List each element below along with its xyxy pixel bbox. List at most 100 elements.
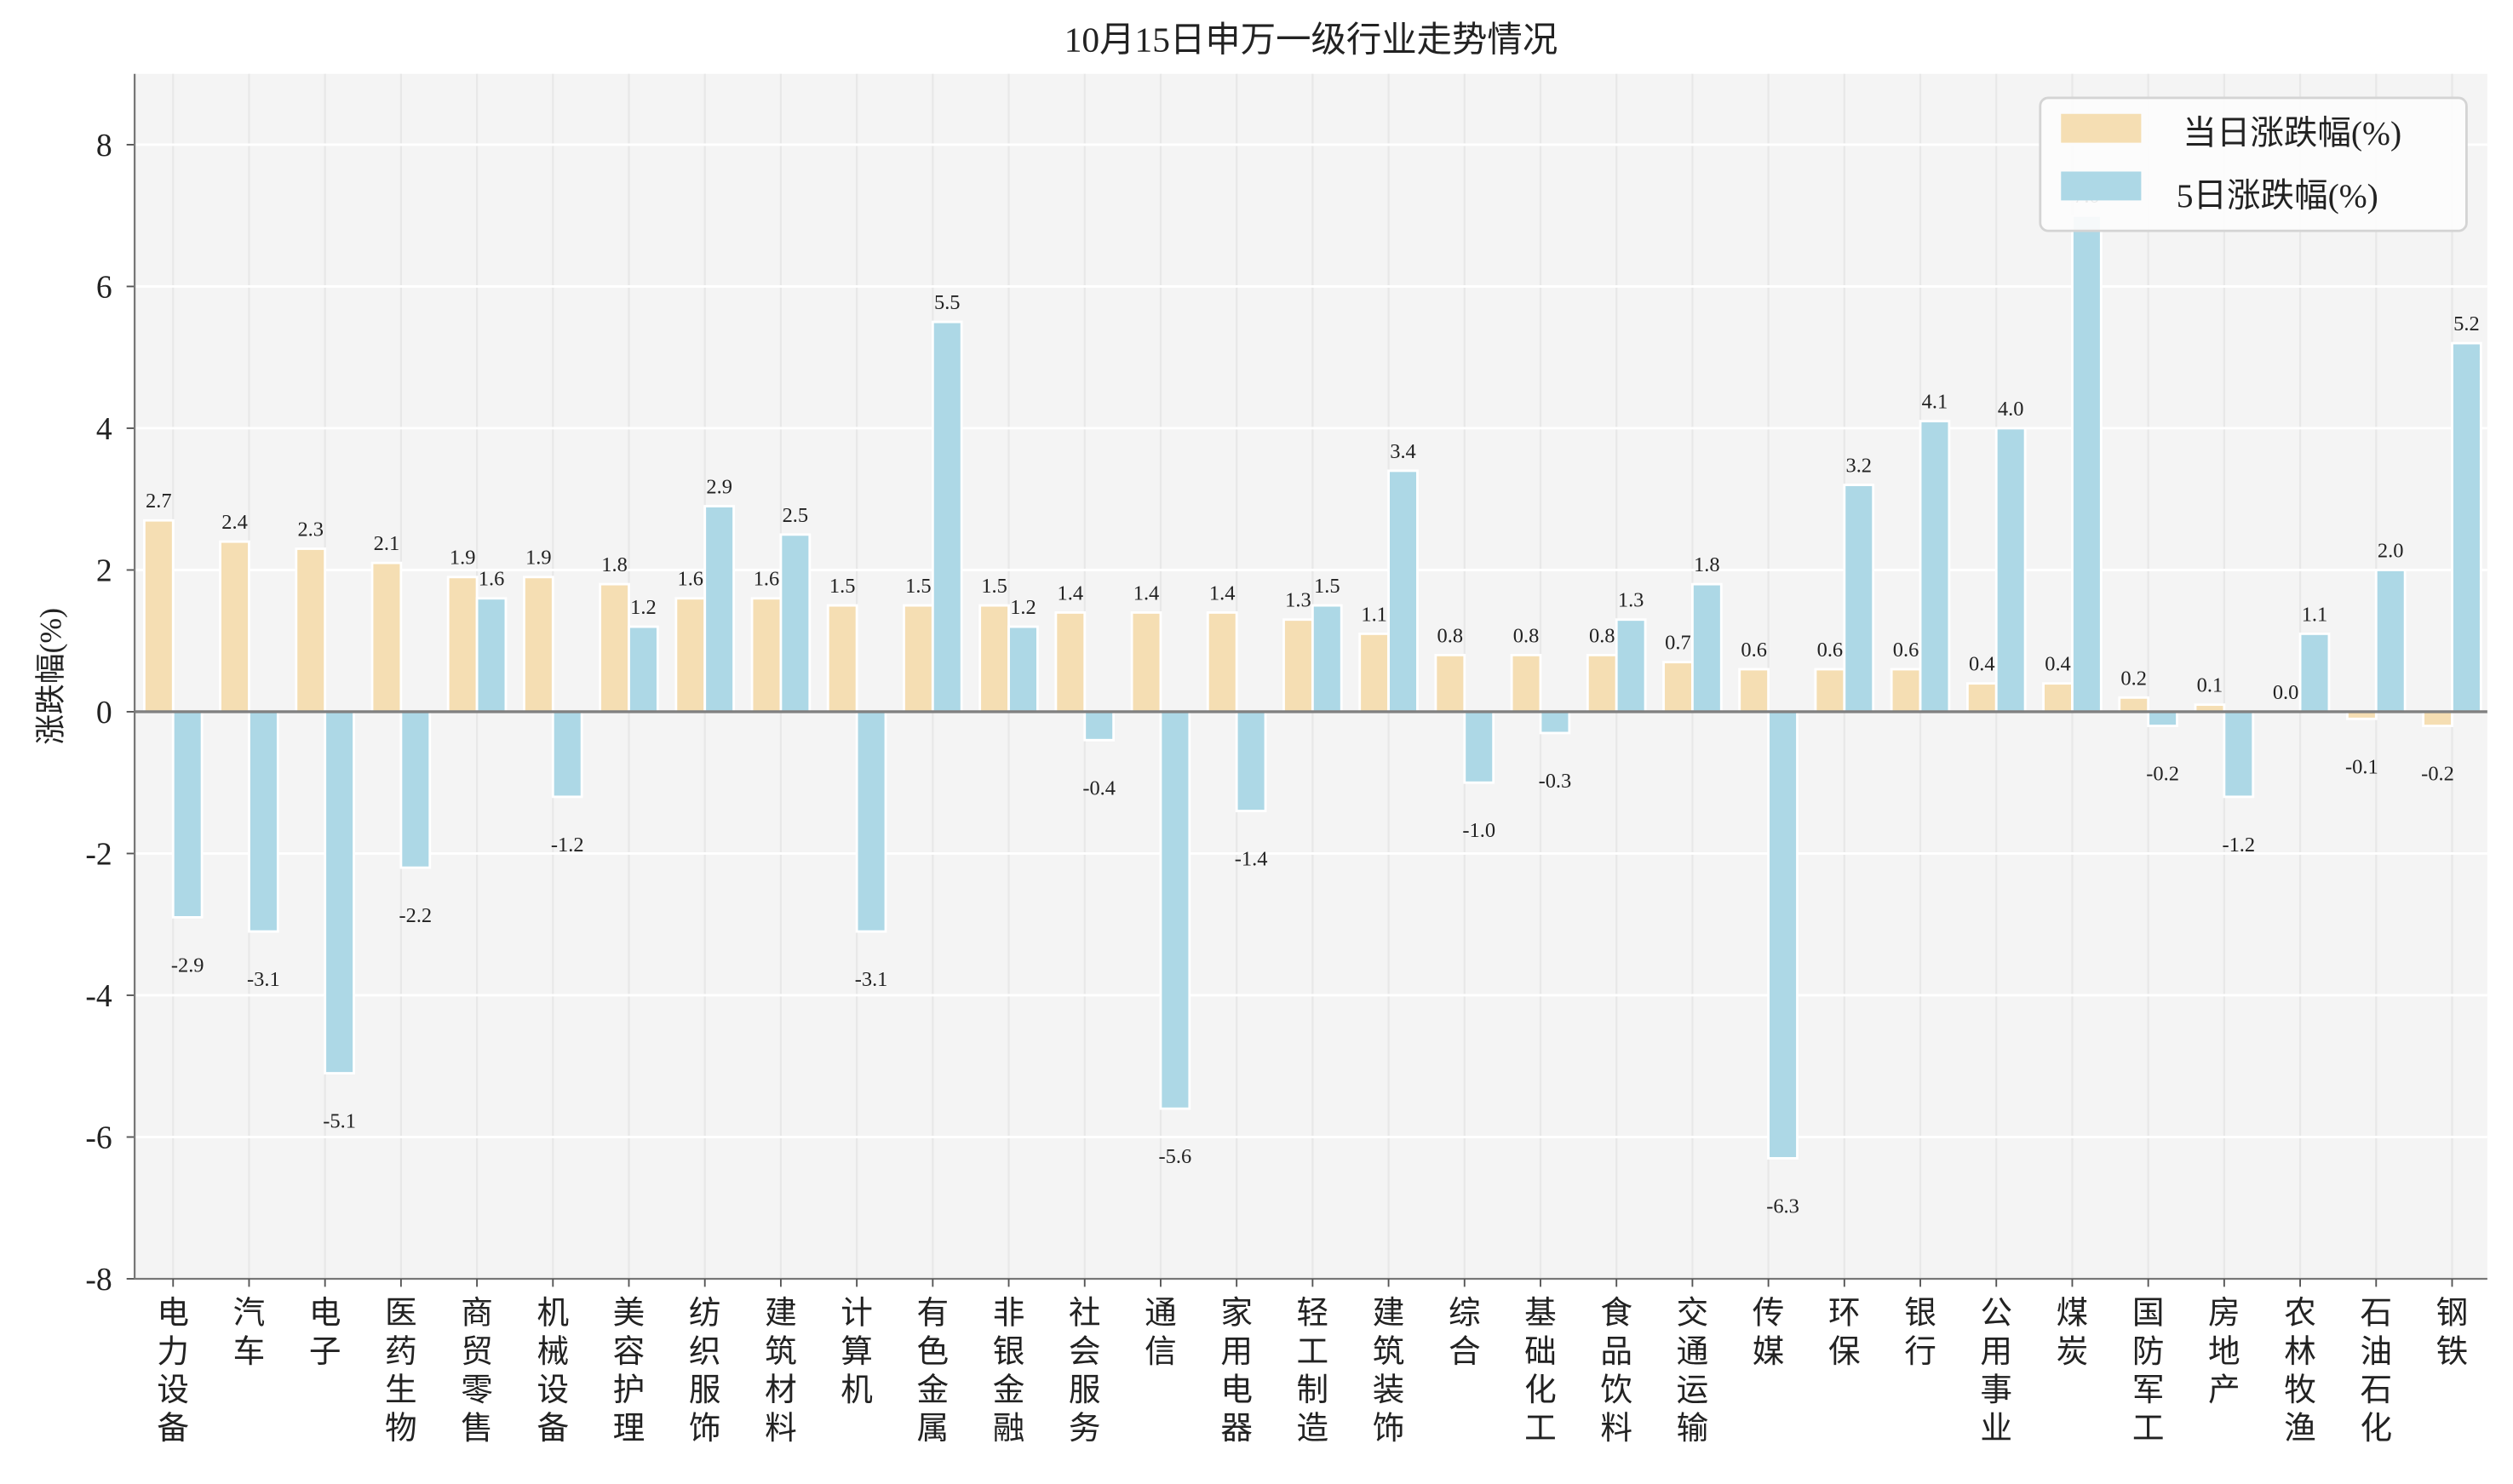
bar-5day [1007, 625, 1039, 713]
bar-5day [1843, 484, 1875, 713]
bar-daily [370, 561, 403, 713]
bar-5day [855, 710, 887, 933]
bar-daily [446, 576, 479, 713]
data-label-5day: 1.8 [1694, 553, 1720, 576]
data-label-5day: -2.2 [399, 904, 432, 927]
bar-5day [1463, 710, 1495, 784]
data-label-daily: 1.6 [677, 568, 703, 591]
data-label-daily: -0.1 [2345, 755, 2378, 778]
data-label-daily: 0.1 [2197, 674, 2223, 697]
legend: 当日涨跌幅(%) 5日涨跌幅(%) [2039, 96, 2468, 232]
data-label-5day: 2.5 [783, 504, 809, 527]
x-tick-label: 计算机 [841, 1296, 873, 1408]
x-tick-label: 电子 [309, 1296, 341, 1370]
data-label-daily: 0.8 [1513, 624, 1540, 647]
data-label-daily: 0.0 [2273, 681, 2299, 704]
data-label-daily: 2.4 [221, 511, 248, 534]
bar-daily [523, 576, 554, 713]
x-tick-label: 公用事业 [1980, 1296, 2012, 1447]
x-tick-label: 基础化工 [1524, 1296, 1557, 1447]
legend-box [2039, 96, 2468, 232]
data-label-5day: -0.3 [1539, 770, 1572, 793]
data-label-daily: 1.4 [1133, 582, 1160, 604]
bar-5day [1767, 710, 1799, 1160]
data-label-daily: 1.3 [1285, 589, 1311, 612]
data-label-5day: -1.2 [551, 834, 584, 857]
bar-daily [295, 547, 327, 713]
x-tick-label: 建筑装饰 [1373, 1296, 1405, 1447]
x-tick-label: 银行 [1904, 1296, 1936, 1370]
bar-daily [1282, 618, 1314, 713]
x-tick-label: 国防军工 [2132, 1296, 2165, 1447]
data-label-5day: -2.9 [171, 954, 204, 977]
bar-5day [1539, 710, 1571, 735]
x-tick-label: 钢铁 [2436, 1296, 2469, 1370]
data-label-daily: 0.4 [2045, 653, 2071, 676]
data-label-5day: 1.5 [1314, 575, 1340, 598]
bar-5day [2071, 214, 2103, 713]
y-tick-label: -4 [85, 978, 112, 1014]
data-label-daily: 1.6 [754, 568, 780, 591]
bar-5day [1690, 582, 1723, 713]
bar-daily [750, 597, 783, 713]
x-tick-label: 社会服务 [1069, 1296, 1101, 1447]
bar-5day [2374, 569, 2407, 713]
bar-daily [1358, 632, 1390, 713]
bar-daily [1434, 653, 1466, 713]
data-label-5day: -0.2 [2146, 763, 2179, 786]
bar-daily [1890, 668, 1922, 713]
bar-daily [1206, 610, 1238, 713]
data-label-5day: 1.2 [630, 596, 657, 619]
data-label-5day: -1.2 [2222, 834, 2255, 857]
x-tick-label: 轻工制造 [1297, 1296, 1329, 1447]
bar-5day [1083, 710, 1116, 742]
y-tick-label: 8 [96, 128, 112, 163]
x-tick-label: 电力设备 [157, 1296, 189, 1447]
bar-daily [1814, 668, 1846, 713]
x-tick-label: 环保 [1828, 1296, 1861, 1370]
data-label-5day: 2.9 [706, 475, 732, 498]
x-tick-label: 房地产 [2208, 1296, 2240, 1408]
x-tick-label: 家用电器 [1220, 1296, 1253, 1447]
x-tick-label: 石油石化 [2360, 1296, 2392, 1447]
bar-5day [1994, 427, 2027, 713]
data-label-daily: 0.8 [1589, 624, 1615, 647]
data-label-daily: -0.2 [2421, 763, 2454, 786]
chart-title: 10月15日申万一级行业走势情况 [1064, 20, 1558, 59]
data-label-daily: 2.1 [374, 532, 400, 555]
data-label-5day: 1.3 [1618, 589, 1644, 612]
x-tick-label: 煤炭 [2057, 1296, 2089, 1370]
bar-daily [1130, 610, 1162, 713]
legend-label-daily: 当日涨跌幅(%) [2183, 115, 2401, 152]
bar-daily [142, 519, 175, 713]
bar-daily [1586, 653, 1618, 713]
bar-5day [1387, 469, 1419, 713]
data-label-5day: -3.1 [855, 968, 888, 991]
x-tick-label: 机械设备 [536, 1296, 569, 1447]
bar-5day [703, 505, 735, 713]
data-label-daily: 0.6 [1893, 639, 1919, 662]
legend-label-5day: 5日涨跌幅(%) [2177, 177, 2378, 215]
bar-5day [931, 320, 963, 713]
x-tick-label: 食品饮料 [1600, 1296, 1632, 1447]
data-label-daily: 1.9 [525, 547, 552, 570]
bar-daily [219, 540, 250, 713]
y-tick-label: 6 [96, 270, 112, 306]
y-tick-label: -6 [85, 1120, 112, 1156]
x-tick-label: 农林牧渔 [2284, 1296, 2316, 1447]
x-tick-label: 商贸零售 [461, 1296, 493, 1447]
legend-swatch-daily [2061, 113, 2142, 143]
bar-daily [903, 604, 934, 713]
data-label-5day: 2.0 [2378, 539, 2404, 562]
bar-daily [978, 604, 1010, 713]
data-label-5day: -0.4 [1082, 776, 1116, 799]
data-label-5day: 3.4 [1390, 440, 1416, 463]
data-label-5day: 4.1 [1922, 391, 1948, 414]
bar-5day [779, 533, 812, 713]
data-label-5day: -5.6 [1159, 1145, 1192, 1168]
data-label-5day: -1.0 [1462, 819, 1495, 842]
bar-5day [399, 710, 432, 869]
bar-5day [1159, 710, 1191, 1110]
bar-5day [1919, 420, 1951, 713]
